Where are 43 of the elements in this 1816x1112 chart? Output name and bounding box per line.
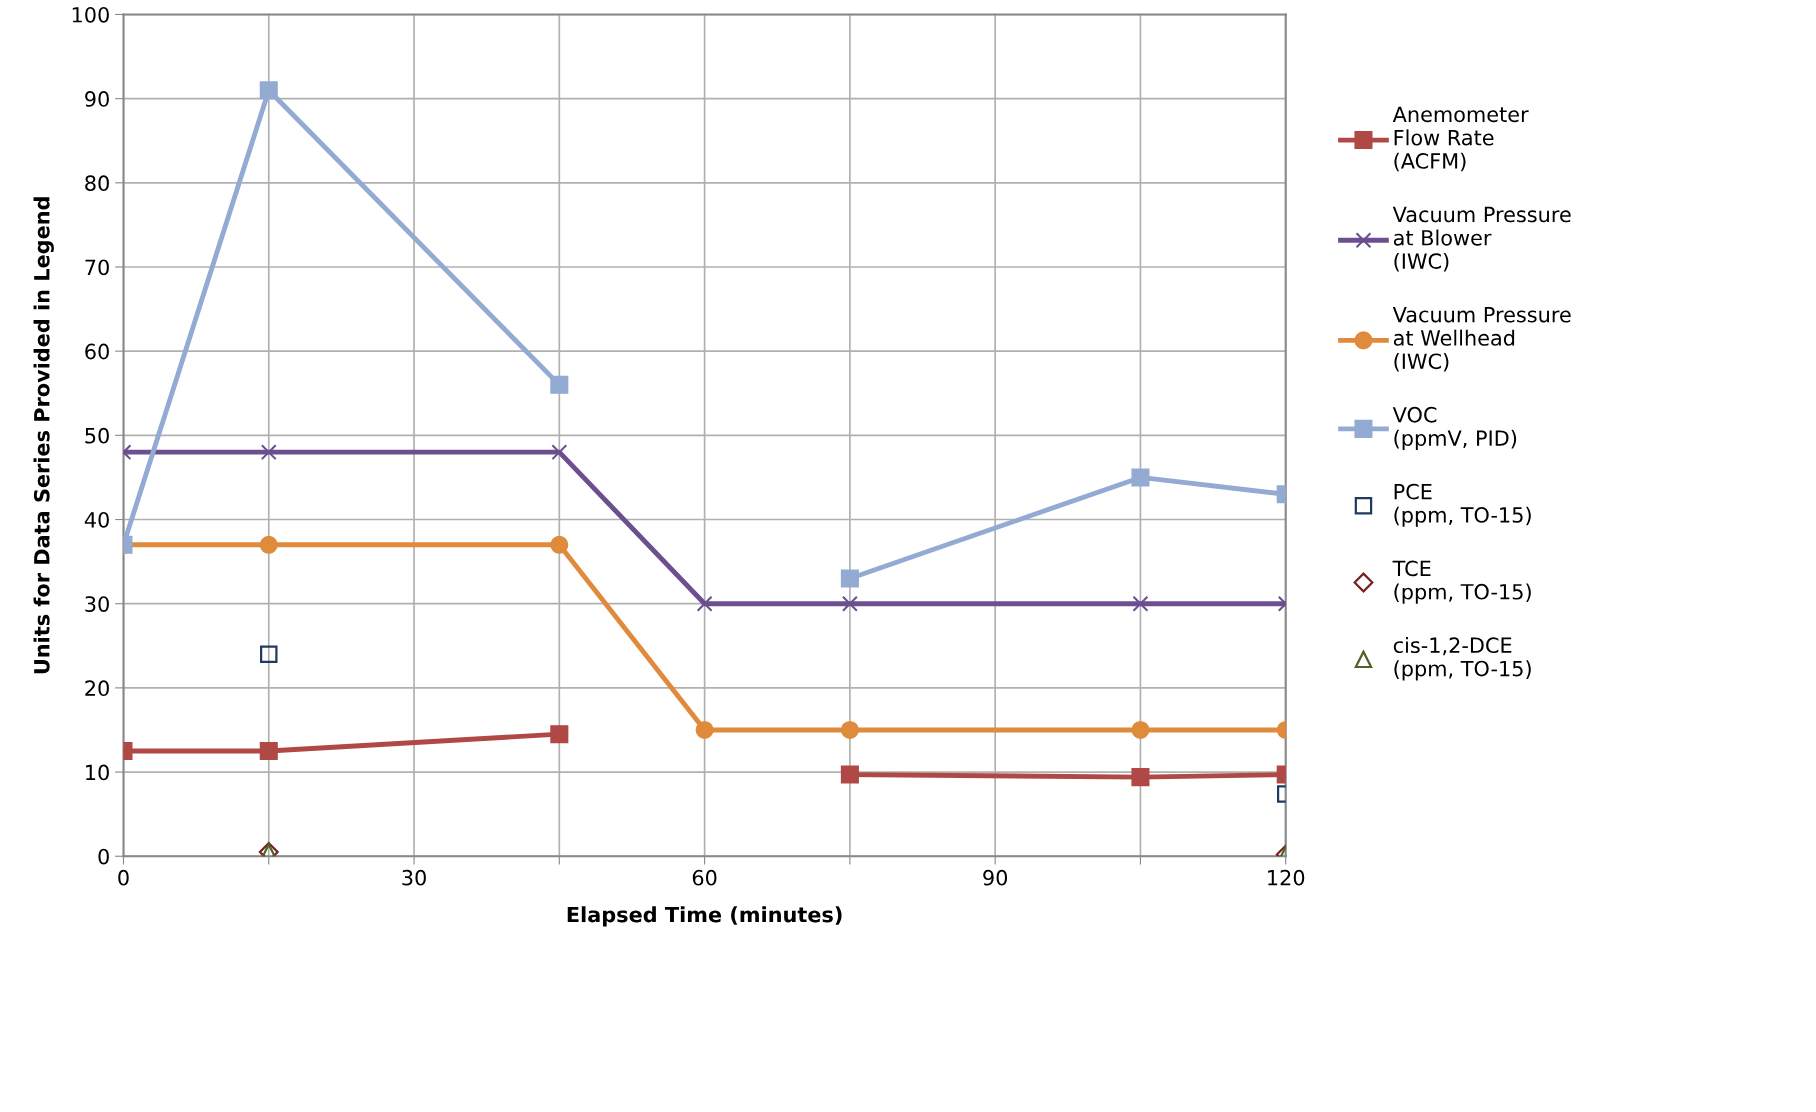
y-tick-label: 90 xyxy=(85,91,109,107)
legend-label: Vacuum Pressure at Blower (IWC) xyxy=(1392,206,1571,272)
legend-label: VOC (ppmV, PID) xyxy=(1392,406,1517,450)
y-tick-label: 100 xyxy=(72,6,109,23)
point xyxy=(550,535,569,554)
legend-label: cis-1,2-DCE (ppm, TO-15) xyxy=(1393,636,1531,681)
y-tick-label: 70 xyxy=(85,259,109,276)
y-tick-label: 40 xyxy=(84,511,109,528)
y-tick-label: 10 xyxy=(86,764,109,781)
point xyxy=(550,725,569,744)
point xyxy=(696,595,713,612)
x-tick-label: 60 xyxy=(692,869,717,886)
point xyxy=(841,595,858,612)
point xyxy=(260,444,277,461)
point xyxy=(1132,595,1149,612)
point xyxy=(840,720,859,740)
y-tick-label: 50 xyxy=(85,427,109,444)
y-tick-label: 0 xyxy=(98,848,109,865)
y-tick-label: 30 xyxy=(85,596,109,612)
y-tick-label: 20 xyxy=(85,680,109,697)
point xyxy=(695,720,714,740)
point xyxy=(259,81,278,100)
legend-label: Anemometer Flow Rate (ACFM) xyxy=(1392,106,1529,172)
legend-label: TCE (ppm, TO-15) xyxy=(1392,560,1531,604)
point xyxy=(1131,468,1150,487)
y-tick-label: 80 xyxy=(85,175,109,192)
legend-label: Vacuum Pressure at Wellhead (IWC) xyxy=(1392,306,1571,372)
x-tick-label: 0 xyxy=(118,869,129,886)
y-tick-label: 60 xyxy=(85,343,109,360)
x-tick-label: 30 xyxy=(402,869,426,886)
x-tick-label: 120 xyxy=(1268,869,1305,886)
x-axis-title: Elapsed Time (minutes) xyxy=(567,906,842,927)
point xyxy=(259,741,278,761)
point xyxy=(840,765,859,784)
point xyxy=(550,375,569,394)
point xyxy=(840,569,859,588)
point xyxy=(1131,720,1150,740)
y-axis-title: Units for Data Series Provided in Legend xyxy=(33,197,54,674)
point xyxy=(1131,768,1150,787)
x-tick-label: 90 xyxy=(983,869,1008,886)
legend-label: PCE (ppm, TO-15) xyxy=(1394,483,1531,527)
point xyxy=(259,535,278,554)
point xyxy=(551,444,568,461)
